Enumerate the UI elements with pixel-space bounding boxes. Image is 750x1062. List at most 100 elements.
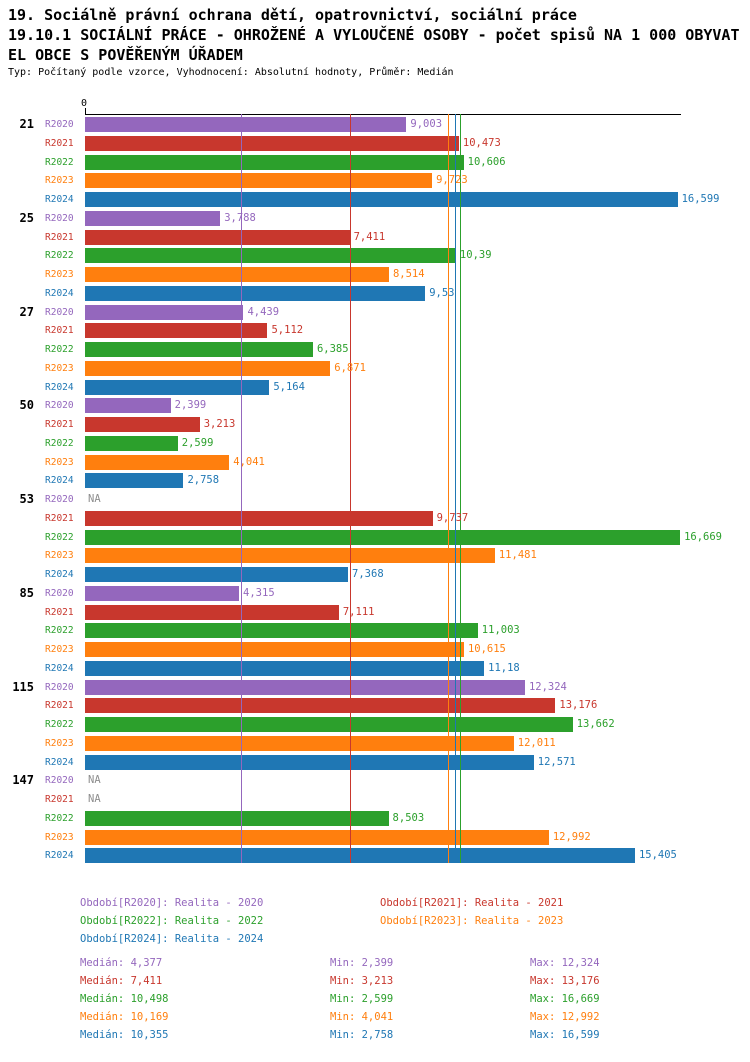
category-label-85: 85 <box>19 585 34 600</box>
category-label-147: 147 <box>12 773 34 788</box>
series-row-label: R2021 <box>45 231 74 243</box>
bar-value-label: 8,514 <box>392 268 425 280</box>
bar-R2021-27 <box>85 323 268 339</box>
bar-value-label: 3,213 <box>203 418 236 430</box>
series-row-label: R2024 <box>45 381 74 393</box>
bar-R2024-27 <box>85 379 270 395</box>
legend-item-R2021: Období[R2021]: Realita - 2021 <box>380 897 564 909</box>
bar-value-label: 11,18 <box>488 661 520 674</box>
bar-R2020-85 <box>85 585 240 601</box>
bar-R2023-27 <box>85 360 331 376</box>
bar-R2020-21 <box>85 117 407 132</box>
bar-R2023-115 <box>85 735 514 751</box>
bar-value-label: 16,669 <box>684 530 723 543</box>
median-line-R2021 <box>349 114 351 864</box>
series-row-label: R2022 <box>45 625 74 637</box>
stat-min-R2023: Min: 4,041 <box>330 1011 394 1023</box>
bar-R2024-85 <box>85 660 485 676</box>
series-row-label: R2021 <box>45 419 74 430</box>
bar-R2022-27 <box>85 342 313 357</box>
bar-R2022-85 <box>85 623 478 639</box>
bar-value-label: 4,315 <box>243 586 275 599</box>
bar-R2023-147 <box>85 829 549 845</box>
page-title: 19. Sociálně právní ochrana dětí, opatro… <box>8 6 577 24</box>
bar-R2022-115 <box>85 717 573 732</box>
median-line-R2020 <box>241 114 243 864</box>
series-row-label: R2021 <box>45 606 74 618</box>
bar-value-label: 5,164 <box>273 380 305 393</box>
category-label-27: 27 <box>19 304 34 319</box>
category-label-21: 21 <box>19 117 34 131</box>
bar-value-label: 16,599 <box>681 193 720 205</box>
bar-R2024-147 <box>85 848 635 864</box>
series-row-label: R2023 <box>45 737 74 749</box>
bar-na-label: NA <box>88 793 101 805</box>
bar-R2023-85 <box>85 642 464 657</box>
bar-value-label: 11,003 <box>481 624 520 637</box>
bar-R2020-50 <box>85 398 171 414</box>
series-row-label: R2022 <box>45 719 74 730</box>
series-row-label: R2021 <box>45 794 74 805</box>
bar-value-label: 9,53 <box>429 286 455 299</box>
bar-value-label: 9,003 <box>410 118 443 130</box>
bar-value-label: 7,411 <box>353 230 386 243</box>
axis-zero-label: 0 <box>81 98 88 109</box>
stat-max-R2023: Max: 12,992 <box>530 1011 600 1023</box>
bar-R2021-50 <box>85 417 200 432</box>
bar-value-label: 4,041 <box>233 455 265 468</box>
stat-min-R2024: Min: 2,758 <box>330 1029 394 1041</box>
series-row-label: R2020 <box>45 775 74 787</box>
series-row-label: R2024 <box>45 569 74 580</box>
indicator-title: 19.10.1 SOCIÁLNÍ PRÁCE - OHROŽENÉ A VYLO… <box>8 26 740 44</box>
bar-value-label: 9,737 <box>436 511 469 524</box>
series-row-label: R2020 <box>45 681 74 693</box>
median-line-R2024 <box>454 114 456 864</box>
bar-R2020-115 <box>85 679 525 695</box>
bar-value-label: 5,112 <box>271 324 304 337</box>
series-row-label: R2022 <box>45 156 74 168</box>
stat-min-R2022: Min: 2,599 <box>330 993 394 1005</box>
stat-median-R2022: Medián: 10,498 <box>80 993 169 1005</box>
legend-item-R2023: Období[R2023]: Realita - 2023 <box>380 915 564 927</box>
series-row-label: R2022 <box>45 437 74 449</box>
series-row-label: R2024 <box>45 194 74 205</box>
stat-max-R2024: Max: 16,599 <box>530 1029 600 1041</box>
series-row-label: R2024 <box>45 850 74 862</box>
bar-value-label: 12,324 <box>528 680 567 693</box>
stat-median-R2021: Medián: 7,411 <box>80 975 163 987</box>
bar-na-label: NA <box>88 774 101 787</box>
median-line-R2022 <box>459 114 461 864</box>
series-row-label: R2020 <box>45 494 74 505</box>
bar-R2024-50 <box>85 473 184 489</box>
chart-subtitle: Typ: Počítaný podle vzorce, Vyhodnocení:… <box>8 67 454 78</box>
series-row-label: R2022 <box>45 250 74 262</box>
series-row-label: R2023 <box>45 550 74 562</box>
series-row-label: R2023 <box>45 456 74 468</box>
bar-R2022-25 <box>85 248 456 264</box>
series-row-label: R2020 <box>45 119 74 130</box>
bar-R2022-50 <box>85 435 178 451</box>
category-label-53: 53 <box>19 492 34 506</box>
series-row-label: R2024 <box>45 475 74 487</box>
bar-na-label: NA <box>88 493 101 505</box>
legend-item-R2022: Období[R2022]: Realita - 2022 <box>80 915 264 927</box>
bar-R2023-50 <box>85 454 230 470</box>
stat-min-R2020: Min: 2,399 <box>330 957 394 969</box>
bar-R2024-53 <box>85 567 349 582</box>
bar-value-label: 12,992 <box>552 830 591 843</box>
bar-value-label: 15,405 <box>638 849 677 862</box>
bar-value-label: 6,871 <box>334 361 366 374</box>
series-row-label: R2024 <box>45 756 74 768</box>
series-row-label: R2022 <box>45 531 74 543</box>
bar-R2020-27 <box>85 304 244 320</box>
series-row-label: R2021 <box>45 325 74 337</box>
bar-value-label: 10,39 <box>459 249 492 262</box>
series-row-label: R2023 <box>45 269 74 280</box>
axis-line <box>85 114 681 115</box>
bar-value-label: 12,571 <box>537 755 576 768</box>
stat-max-R2021: Max: 13,176 <box>530 975 600 987</box>
median-line-R2023 <box>448 114 450 864</box>
bar-R2021-21 <box>85 135 459 151</box>
